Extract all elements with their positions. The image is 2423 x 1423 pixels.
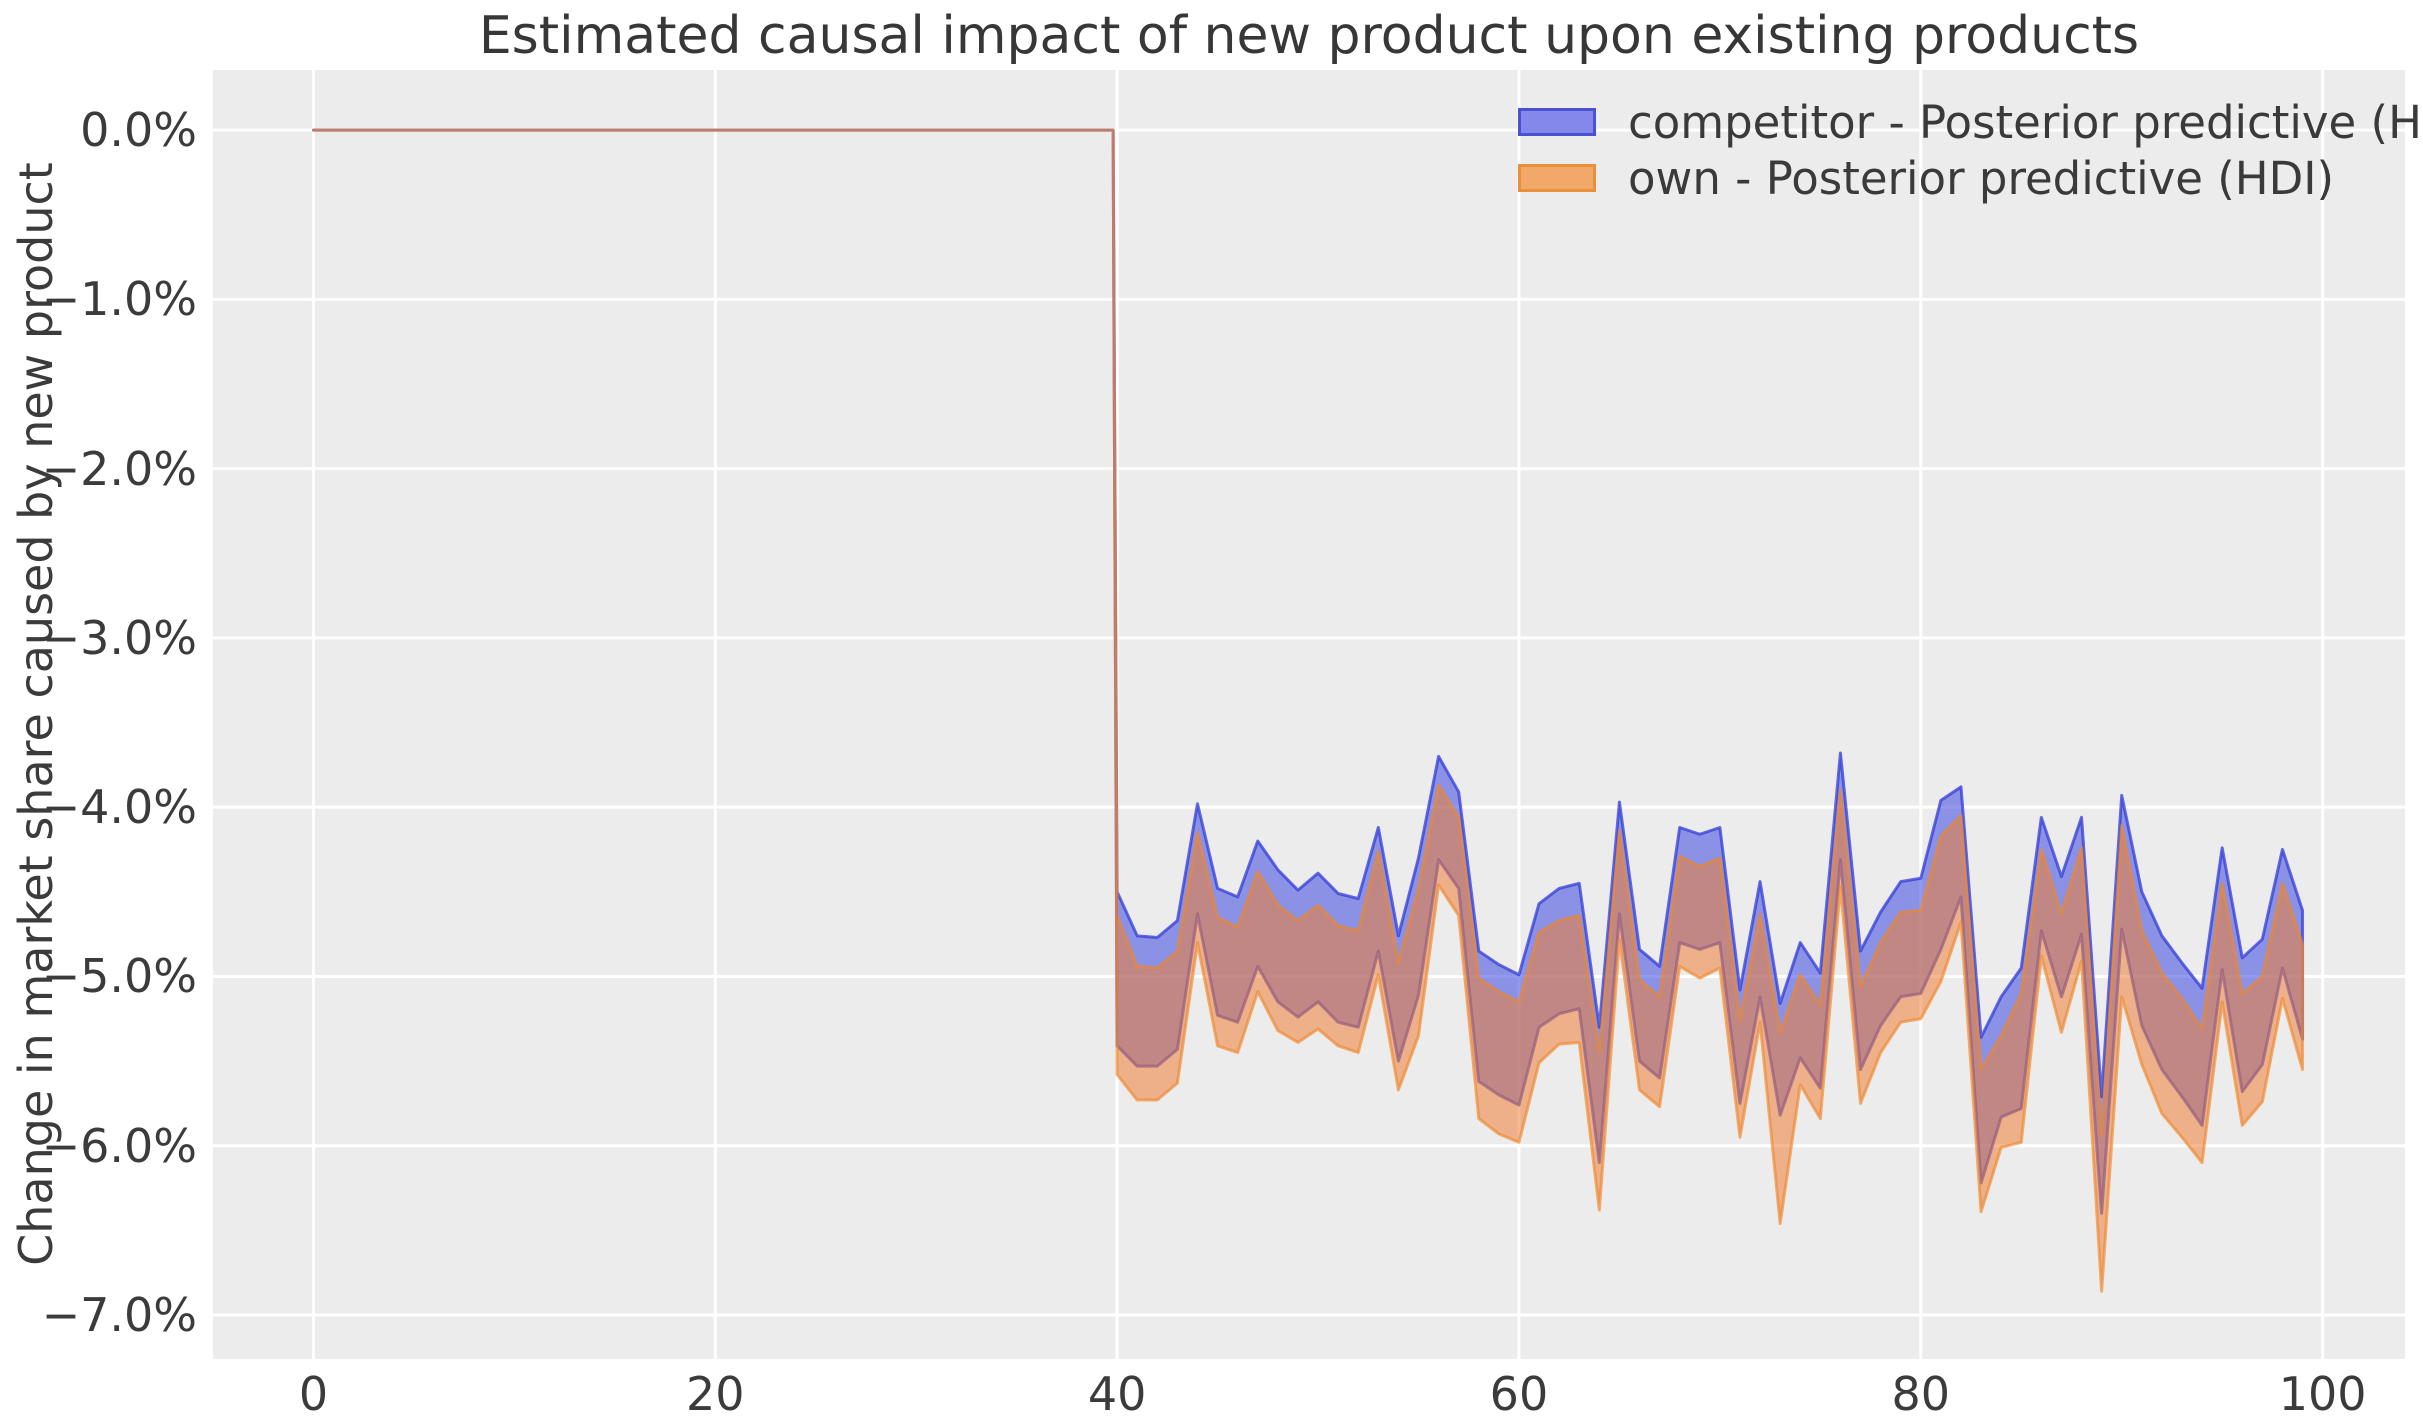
competitor-hdi-swatch-icon bbox=[1518, 108, 1596, 136]
legend-label-competitor: competitor - Posterior predictive (HDI) bbox=[1628, 95, 2423, 149]
x-tick-label: 100 bbox=[2278, 1367, 2367, 1421]
y-tick-label: −3.0% bbox=[41, 610, 197, 665]
y-tick-label: −6.0% bbox=[41, 1118, 197, 1173]
y-tick-label: −5.0% bbox=[41, 949, 197, 1004]
y-tick-label: −2.0% bbox=[41, 441, 197, 496]
own-hdi-band bbox=[311, 128, 2305, 1293]
x-tick-label: 20 bbox=[686, 1367, 745, 1421]
legend: competitor - Posterior predictive (HDI) … bbox=[1518, 96, 2423, 211]
legend-label-own: own - Posterior predictive (HDI) bbox=[1628, 151, 2335, 205]
y-tick-label: −7.0% bbox=[41, 1287, 197, 1342]
page-title: Estimated causal impact of new product u… bbox=[478, 6, 2140, 66]
legend-item-own: own - Posterior predictive (HDI) bbox=[1518, 152, 2423, 205]
legend-item-competitor: competitor - Posterior predictive (HDI) bbox=[1518, 96, 2423, 149]
y-axis-label: Change in market share caused by new pro… bbox=[9, 162, 63, 1266]
x-tick-label: 80 bbox=[1891, 1367, 1951, 1421]
y-tick-label: 0.0% bbox=[80, 103, 197, 158]
y-tick-label: −4.0% bbox=[41, 780, 197, 835]
x-tick-label: 60 bbox=[1489, 1367, 1549, 1421]
x-tick-label: 0 bbox=[298, 1367, 329, 1421]
own-hdi-swatch-icon bbox=[1518, 164, 1596, 192]
y-tick-label: −1.0% bbox=[41, 272, 197, 327]
plot-background bbox=[213, 70, 2405, 1359]
x-tick-label: 40 bbox=[1087, 1367, 1147, 1421]
